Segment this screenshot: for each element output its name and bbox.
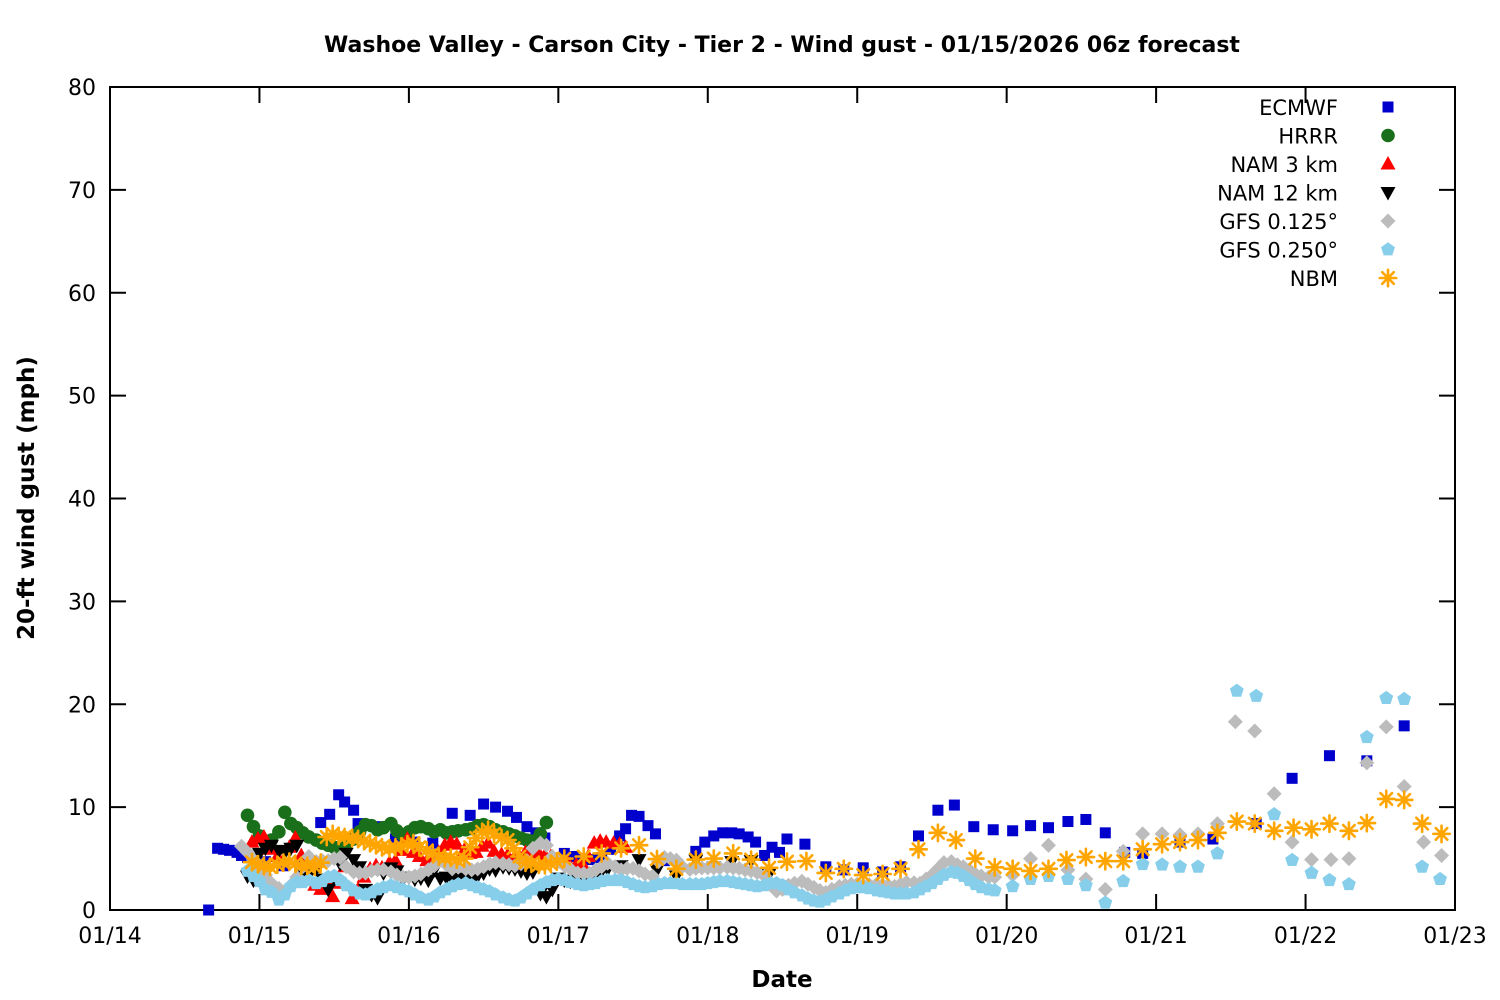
y-tick-label: 40	[68, 488, 96, 513]
legend-entry-hrrr: HRRR	[1278, 125, 1395, 149]
x-axis-title: Date	[751, 967, 812, 993]
legend-marker-triangle-up-icon	[1380, 156, 1396, 170]
legend-marker-circle-icon	[1381, 128, 1395, 143]
x-tick-label: 01/23	[1423, 924, 1486, 949]
x-tick-label: 01/15	[228, 924, 291, 949]
legend-marker-triangle-down-icon	[1380, 187, 1396, 201]
legend-entry-nam-3-km: NAM 3 km	[1230, 153, 1396, 177]
x-tick-label: 01/21	[1124, 924, 1187, 949]
legend-label: GFS 0.250°	[1219, 239, 1338, 263]
y-tick-label: 20	[68, 693, 96, 718]
x-tick-label: 01/19	[826, 924, 889, 949]
x-tick-label: 01/16	[377, 924, 440, 949]
x-tick-label: 01/18	[676, 924, 739, 949]
chart-title: Washoe Valley - Carson City - Tier 2 - W…	[324, 33, 1240, 58]
legend-entry-gfs-0-125: GFS 0.125°	[1219, 210, 1396, 234]
y-tick-label: 60	[68, 282, 96, 307]
legend: ECMWF HRRR NAM 3 km NAM 12 km GFS 0.125° GFS …	[1217, 96, 1398, 291]
y-axis-title: 20-ft wind gust (mph)	[14, 356, 40, 640]
legend-label: HRRR	[1278, 125, 1338, 149]
legend-marker-asterisk-icon	[1378, 268, 1398, 288]
y-tick-label: 80	[68, 76, 96, 101]
legend-label: NBM	[1290, 267, 1338, 291]
axes: 01/14 01/15 01/16 01/17 01/18 01/19 01/20 01/21…	[68, 76, 1487, 949]
legend-entry-nbm: NBM	[1290, 267, 1398, 291]
y-tick-label: 10	[68, 796, 96, 821]
legend-marker-diamond-icon	[1380, 213, 1396, 229]
x-tick-label: 01/17	[527, 924, 590, 949]
legend-entry-gfs-0-250: GFS 0.250°	[1219, 239, 1395, 263]
y-tick-label: 70	[68, 179, 96, 204]
x-tick-label: 01/20	[975, 924, 1038, 949]
series-nbm	[242, 789, 1452, 885]
legend-entry-nam-12-km: NAM 12 km	[1217, 182, 1396, 206]
y-axis: 0 10 20 30 40 50 60 70 80	[68, 76, 1455, 924]
legend-label: NAM 3 km	[1230, 153, 1338, 177]
series-gfs-0-250	[240, 683, 1447, 909]
x-tick-label: 01/22	[1274, 924, 1337, 949]
legend-label: NAM 12 km	[1217, 182, 1338, 206]
legend-label: ECMWF	[1259, 96, 1338, 120]
y-tick-label: 50	[68, 385, 96, 410]
legend-label: GFS 0.125°	[1219, 210, 1338, 234]
x-axis: 01/14 01/15 01/16 01/17 01/18 01/19 01/20 01/21…	[78, 87, 1487, 949]
legend-entry-ecmwf: ECMWF	[1259, 96, 1394, 120]
x-tick-label: 01/14	[78, 924, 141, 949]
y-tick-label: 0	[82, 899, 96, 924]
data-points-layer	[203, 683, 1452, 916]
legend-marker-square-icon	[1382, 101, 1394, 113]
legend-marker-pentagon-icon	[1381, 242, 1395, 256]
y-tick-label: 30	[68, 590, 96, 615]
